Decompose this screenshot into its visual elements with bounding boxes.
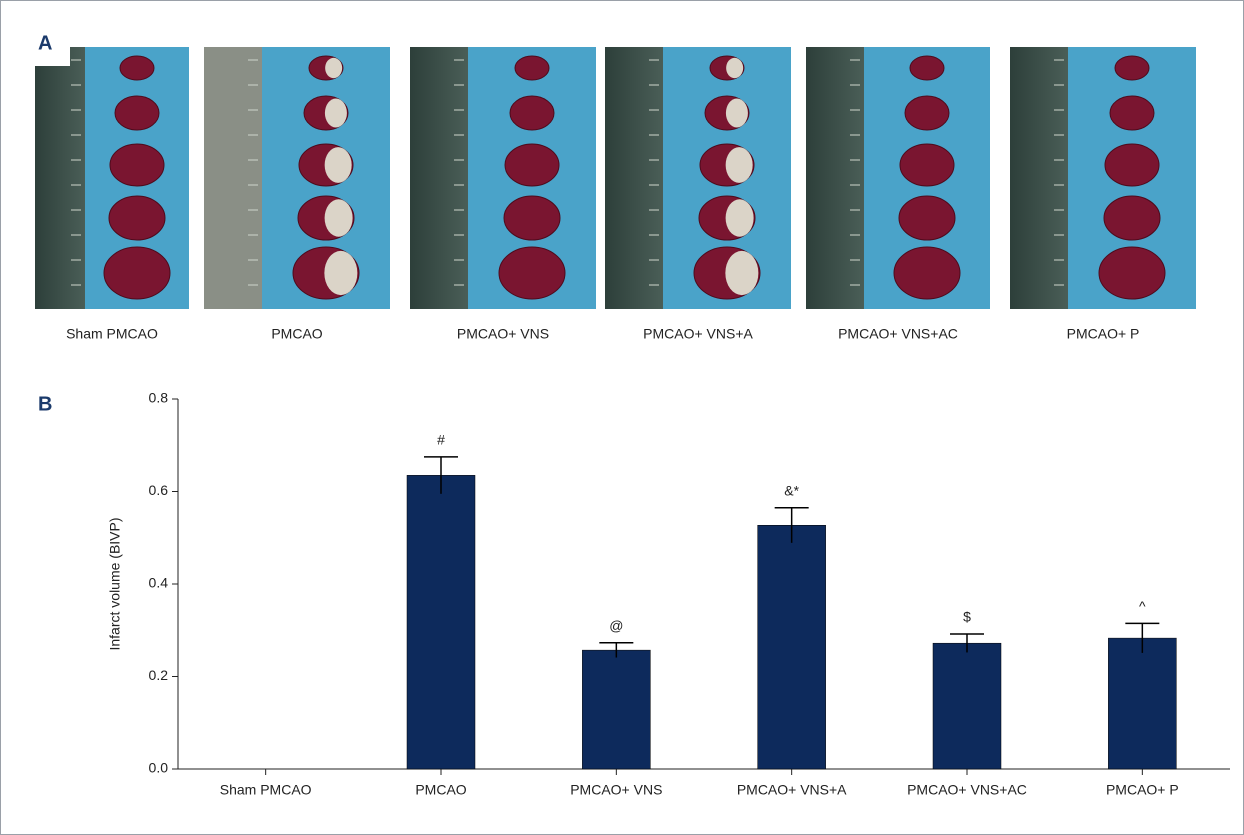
bar (932, 642, 1002, 770)
ruler (204, 47, 262, 309)
y-tick-label: 0.2 (149, 667, 169, 683)
x-tick-label: PMCAO (415, 782, 466, 798)
ruler (410, 47, 468, 309)
brain-slice (1109, 95, 1155, 131)
brain-slice (909, 55, 945, 81)
ruler (605, 47, 663, 309)
brain-slice (899, 143, 955, 187)
photo-caption: PMCAO+ P (1067, 326, 1140, 342)
brain-slice (498, 246, 566, 300)
panel-label: B (38, 393, 52, 415)
photo (605, 47, 791, 309)
ruler (806, 47, 864, 309)
brain-slice (119, 55, 155, 81)
annotation: @ (609, 617, 623, 633)
bar (757, 525, 826, 770)
brain-slice (893, 246, 961, 300)
x-tick-label: PMCAO+ P (1106, 782, 1179, 798)
x-tick-label: Sham PMCAO (220, 782, 312, 798)
infarct (725, 98, 748, 128)
ruler (35, 47, 85, 309)
photo (35, 47, 189, 309)
photo (204, 47, 390, 309)
brain-slice (109, 143, 165, 187)
photo-caption: PMCAO (271, 326, 322, 342)
x-tick-label: PMCAO+ VNS+AC (907, 782, 1027, 798)
brain-slice (1098, 246, 1166, 300)
photo-caption: Sham PMCAO (66, 326, 158, 342)
brain-slice (503, 195, 561, 241)
infarct (325, 57, 343, 79)
bar (1108, 637, 1177, 770)
infarct (726, 57, 744, 79)
brain-slice (114, 95, 160, 131)
brain-slice (103, 246, 171, 300)
x-tick-label: PMCAO+ VNS (570, 782, 662, 798)
y-tick-label: 0.8 (149, 390, 169, 406)
error-bar (599, 641, 634, 658)
error-bar (774, 506, 809, 543)
infarct (324, 250, 358, 296)
photo-caption: PMCAO+ VNS (457, 326, 549, 342)
infarct (725, 250, 759, 296)
brain-slice (1103, 195, 1161, 241)
photo (1010, 47, 1196, 309)
photo-caption: PMCAO+ VNS+A (643, 326, 753, 342)
error-bar (1125, 622, 1160, 653)
y-tick-label: 0.0 (149, 760, 169, 776)
brain-slice (108, 195, 166, 241)
brain-slice (898, 195, 956, 241)
ruler (1010, 47, 1068, 309)
brain-slice (509, 95, 555, 131)
infarct (324, 147, 352, 183)
photo (806, 47, 990, 309)
y-tick-label: 0.6 (149, 482, 169, 498)
y-axis-label: Infarct volume (BIVP) (107, 517, 123, 650)
brain-slice (1114, 55, 1150, 81)
error-bar (950, 633, 984, 653)
infarct (324, 98, 347, 128)
x-tick-label: PMCAO+ VNS+A (737, 782, 847, 798)
photo (410, 47, 596, 309)
plot: 0.0 0.2 0.4 0.6 0.8 Sham PMCAO PMCAO # PMCAO+ VN… (149, 390, 1230, 798)
y-tick-label: 0.4 (149, 575, 169, 591)
panel-label: A (38, 32, 52, 54)
panel-a: Sham PMCAO PMCAO PMCAO+ VNS PMCAO+ VNS+A PMC… (35, 47, 1196, 342)
annotation: $ (963, 609, 971, 625)
annotation: # (437, 432, 445, 448)
bar (582, 649, 651, 770)
photo-caption: PMCAO+ VNS+AC (838, 326, 958, 342)
brain-slice (514, 55, 550, 81)
brain-slice (904, 95, 950, 131)
brain-slice (504, 143, 560, 187)
panel-label-bg (26, 26, 70, 66)
infarct (725, 199, 754, 237)
bar (406, 475, 476, 770)
brain-slice (1104, 143, 1160, 187)
infarct (324, 199, 353, 237)
error-bar (424, 456, 458, 494)
annotation: &* (784, 482, 799, 498)
annotation: ^ (1139, 598, 1146, 614)
infarct (725, 147, 753, 183)
